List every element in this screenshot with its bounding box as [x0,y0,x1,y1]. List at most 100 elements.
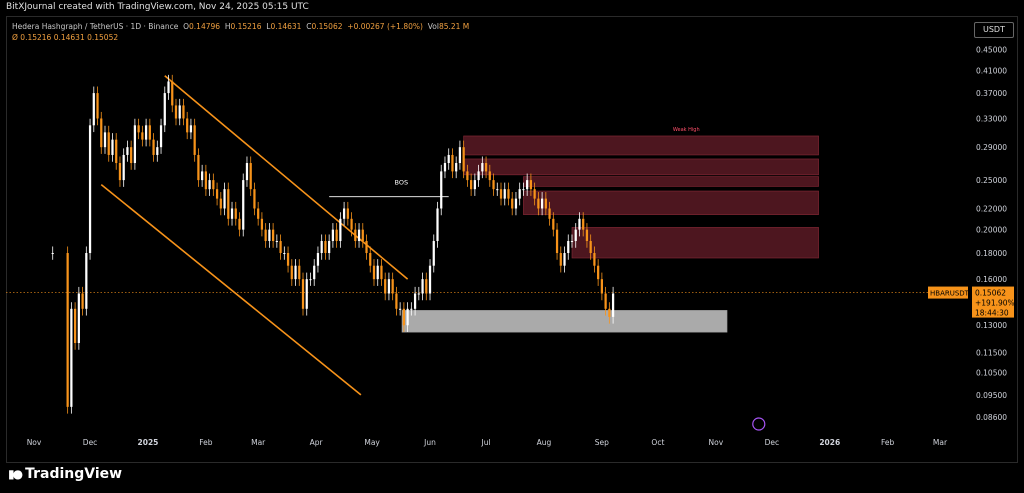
candle-body [597,265,600,280]
candle-body [144,125,148,140]
candle-body [249,163,252,190]
candle-body [271,229,275,242]
candle-body [238,218,241,230]
candle-body [540,198,544,209]
candle-body [593,253,596,266]
candle-body [298,265,301,280]
candle-body [570,241,574,243]
y-tick-label: 0.09500 [976,391,1007,400]
candle-body [417,293,420,295]
candle-body [488,171,491,181]
candle-body [432,241,435,266]
x-tick-label: Sep [595,438,609,447]
candle-body [234,208,237,219]
candle-body [331,229,335,242]
candle-body [328,241,331,254]
low-label: L [266,22,271,31]
candle-body [406,308,409,326]
candle-body [320,241,323,254]
close-value: 0.15062 [311,22,343,31]
candle-body [92,93,95,126]
y-tick-label: 0.16000 [976,275,1007,284]
candle-body [428,265,432,294]
price-tag-countdown: 18:44:30 [975,309,1009,318]
candle-body [294,265,297,280]
candle-body [133,125,137,164]
candle-body [283,253,286,255]
y-tick-label: 0.18000 [976,249,1007,258]
candle-body [242,180,245,230]
supply-zone [463,135,819,156]
supply-zone [463,158,819,176]
x-tick-label: Jul [481,438,491,447]
y-tick-label: 0.37000 [976,89,1007,98]
currency-button[interactable]: USDT [974,22,1014,38]
candle-body [212,180,215,190]
supply-zone [523,176,819,187]
x-tick-label: Mar [251,438,266,447]
candle-body [167,81,170,94]
indicator-legend: Ø 0.15216 0.14631 0.15052 [12,33,118,42]
candle-body [81,293,84,309]
candle-body [275,241,278,243]
x-tick-label: Mar [933,438,948,447]
x-tick-label: Feb [881,438,895,447]
y-tick-label: 0.08600 [976,413,1007,422]
candle-body [335,229,338,242]
candle-body [163,93,166,126]
candle-body [421,279,424,294]
candle-body [455,163,458,172]
candle-body [533,189,536,199]
candle-body [522,189,525,191]
annotation-label: Weak High [673,127,700,133]
candle-body [357,229,361,242]
candle-body [186,118,189,133]
x-tick-label: 2025 [138,438,159,447]
footer [0,463,1024,493]
candle-body [477,171,480,181]
candle-body [410,308,413,310]
candle-body [511,198,514,209]
candle-body [555,229,559,254]
candle-body [537,198,540,209]
y-tick-label: 0.29000 [976,143,1007,152]
candle-body [268,229,271,242]
candle-body [399,308,402,310]
indicator-prefix: Ø [12,33,18,42]
candle-body [492,180,495,190]
candle-body [70,308,73,407]
candle-body [402,308,405,326]
candle-body [440,171,443,209]
symbol-label[interactable]: Hedera Hashgraph / TetherUS · 1D · Binan… [12,22,179,31]
candle-body [600,279,604,294]
candle-body [481,163,484,172]
x-tick-label: 2026 [819,438,840,447]
y-tick-label: 0.22000 [976,204,1007,213]
candle-body [380,265,383,280]
candle-body [585,229,589,242]
candle-body [253,189,256,209]
x-tick-label: Nov [27,438,42,447]
candle-body [115,139,118,164]
channel-lower-line [100,183,362,396]
candle-body [365,241,368,254]
candle-body [316,253,320,266]
chart-frame [6,16,1018,463]
x-tick-label: May [364,438,380,447]
candle-body [604,293,607,309]
candle-body [451,154,454,172]
candle-body [458,147,462,164]
candle-body [387,279,391,294]
candle-body [499,189,503,199]
candle-body [230,208,234,219]
y-tick-label: 0.10500 [976,369,1007,378]
candle-body [313,265,316,280]
price-chart[interactable]: BOS Weak High 0.45000 0.41000 0.37000 0.33000… [0,0,1024,463]
candle-body [73,308,77,344]
open-label: O [183,22,190,31]
candle-body [100,118,103,148]
candle-body [436,208,439,242]
candle-body [286,253,290,266]
candle-body [548,208,551,219]
candle-body [462,147,465,172]
